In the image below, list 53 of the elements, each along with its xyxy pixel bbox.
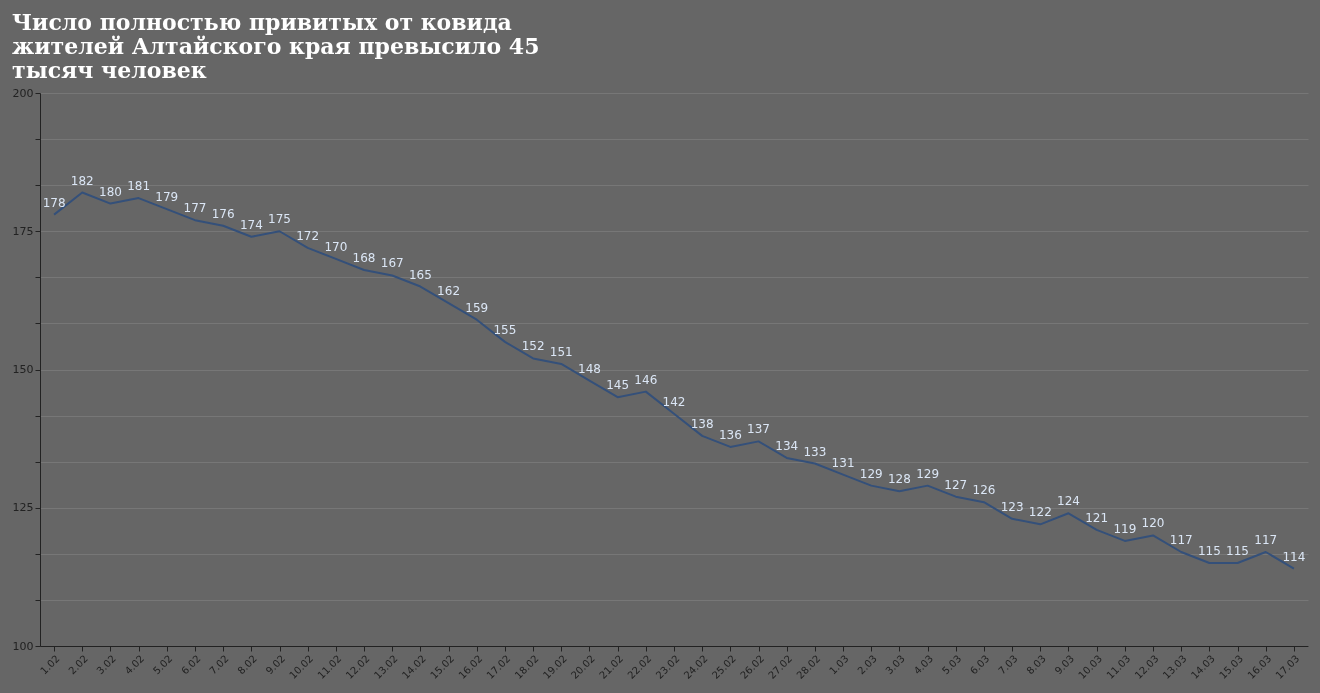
data-label: 120 xyxy=(1141,516,1165,531)
data-label: 127 xyxy=(944,477,968,492)
data-label: 133 xyxy=(803,444,827,459)
data-label: 129 xyxy=(859,466,883,481)
data-label: 117 xyxy=(1254,532,1278,547)
data-label: 128 xyxy=(887,472,911,487)
data-label: 167 xyxy=(380,256,404,271)
data-label: 152 xyxy=(521,339,545,354)
data-label: 159 xyxy=(465,300,489,315)
data-label: 131 xyxy=(831,455,855,470)
data-label: 177 xyxy=(183,201,207,216)
data-label: 172 xyxy=(296,228,320,243)
data-label: 145 xyxy=(606,378,630,393)
data-label: 165 xyxy=(408,267,432,282)
data-label: 162 xyxy=(437,284,461,299)
data-label: 134 xyxy=(775,438,799,453)
y-tick-label: 150 xyxy=(12,363,34,376)
data-label: 117 xyxy=(1169,532,1193,547)
data-label: 148 xyxy=(578,361,601,376)
data-label: 137 xyxy=(747,422,770,437)
data-label: 180 xyxy=(98,184,122,199)
data-label: 122 xyxy=(1028,505,1052,520)
data-label: 129 xyxy=(916,466,940,481)
data-label: 124 xyxy=(1057,494,1080,509)
data-label: 142 xyxy=(662,394,686,409)
data-label: 115 xyxy=(1226,544,1250,559)
text: тысяч человек xyxy=(12,57,207,83)
y-tick-label: 125 xyxy=(12,501,34,515)
data-label: 123 xyxy=(1000,499,1024,514)
data-label: 146 xyxy=(634,372,658,387)
data-label: 175 xyxy=(268,212,291,227)
data-label: 168 xyxy=(352,250,376,265)
data-label: 121 xyxy=(1085,510,1109,525)
data-label: 138 xyxy=(690,416,714,431)
data-label: 181 xyxy=(127,179,151,194)
text: жителей Алтайского края превысило 45 xyxy=(12,33,540,59)
data-label: 115 xyxy=(1197,544,1221,559)
y-tick-label: 200 xyxy=(12,86,34,100)
data-label: 114 xyxy=(1282,549,1306,564)
y-tick-label: 100 xyxy=(12,639,34,653)
data-label: 155 xyxy=(493,322,517,337)
y-tick-label: 175 xyxy=(12,224,34,238)
text: Число полностью привитых от ковида xyxy=(12,9,512,35)
data-label: 151 xyxy=(549,344,573,359)
data-label: 126 xyxy=(972,483,996,498)
data-label: 174 xyxy=(239,217,263,232)
data-label: 136 xyxy=(718,427,742,442)
data-label: 179 xyxy=(155,190,179,205)
data-label: 119 xyxy=(1113,521,1137,536)
data-label: 178 xyxy=(42,195,66,210)
data-label: 176 xyxy=(211,206,235,221)
data-label: 182 xyxy=(70,173,94,188)
data-label: 170 xyxy=(324,239,348,254)
